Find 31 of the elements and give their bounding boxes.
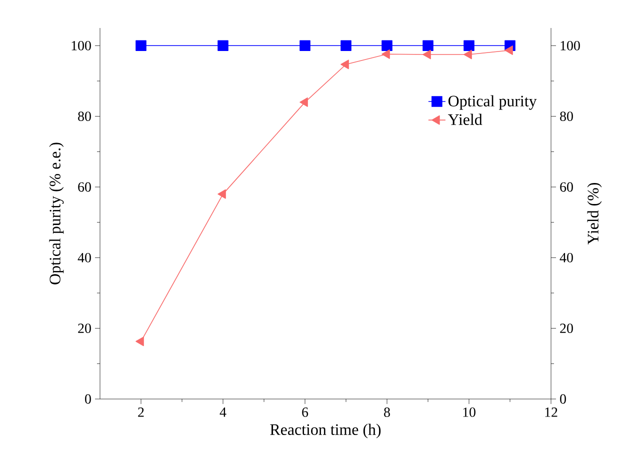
point bbox=[340, 60, 349, 70]
point bbox=[504, 46, 513, 55]
x-tick-label: 2 bbox=[138, 408, 144, 417]
y2-tick-label: 20 bbox=[560, 324, 573, 334]
y2-tick-label: 80 bbox=[560, 112, 573, 122]
point bbox=[300, 97, 308, 107]
y2-tick-label: 100 bbox=[560, 40, 580, 50]
y-tick-label: 100 bbox=[72, 40, 91, 50]
y-tick-label: 20 bbox=[78, 324, 91, 334]
legend-label: Yield bbox=[448, 114, 482, 126]
point bbox=[382, 49, 390, 59]
x-tick-label: 4 bbox=[220, 408, 226, 417]
x-tick-label: 8 bbox=[384, 408, 390, 417]
point bbox=[422, 50, 431, 60]
y-axis-title: Optical purity (% e.e.) bbox=[49, 142, 64, 284]
y2-tick-label: 60 bbox=[560, 182, 573, 192]
x-tick-label: 10 bbox=[463, 408, 476, 417]
y2-axis-title: Yield (%) bbox=[587, 183, 602, 245]
point bbox=[464, 50, 472, 60]
x-tick-label: 12 bbox=[545, 408, 558, 417]
y2-tick-label: 40 bbox=[560, 252, 573, 262]
x-axis-title: Reaction time (h) bbox=[270, 424, 381, 438]
x-tick-label: 6 bbox=[302, 408, 308, 417]
y-tick-label: 40 bbox=[78, 252, 91, 262]
point bbox=[136, 336, 144, 346]
y-tick-label: 60 bbox=[78, 182, 91, 192]
y2-tick-label: 0 bbox=[560, 394, 566, 404]
y-tick-label: 80 bbox=[78, 112, 91, 122]
legend-label: Optical purity bbox=[448, 95, 537, 110]
y-tick-label: 0 bbox=[85, 394, 91, 404]
point bbox=[218, 189, 226, 199]
